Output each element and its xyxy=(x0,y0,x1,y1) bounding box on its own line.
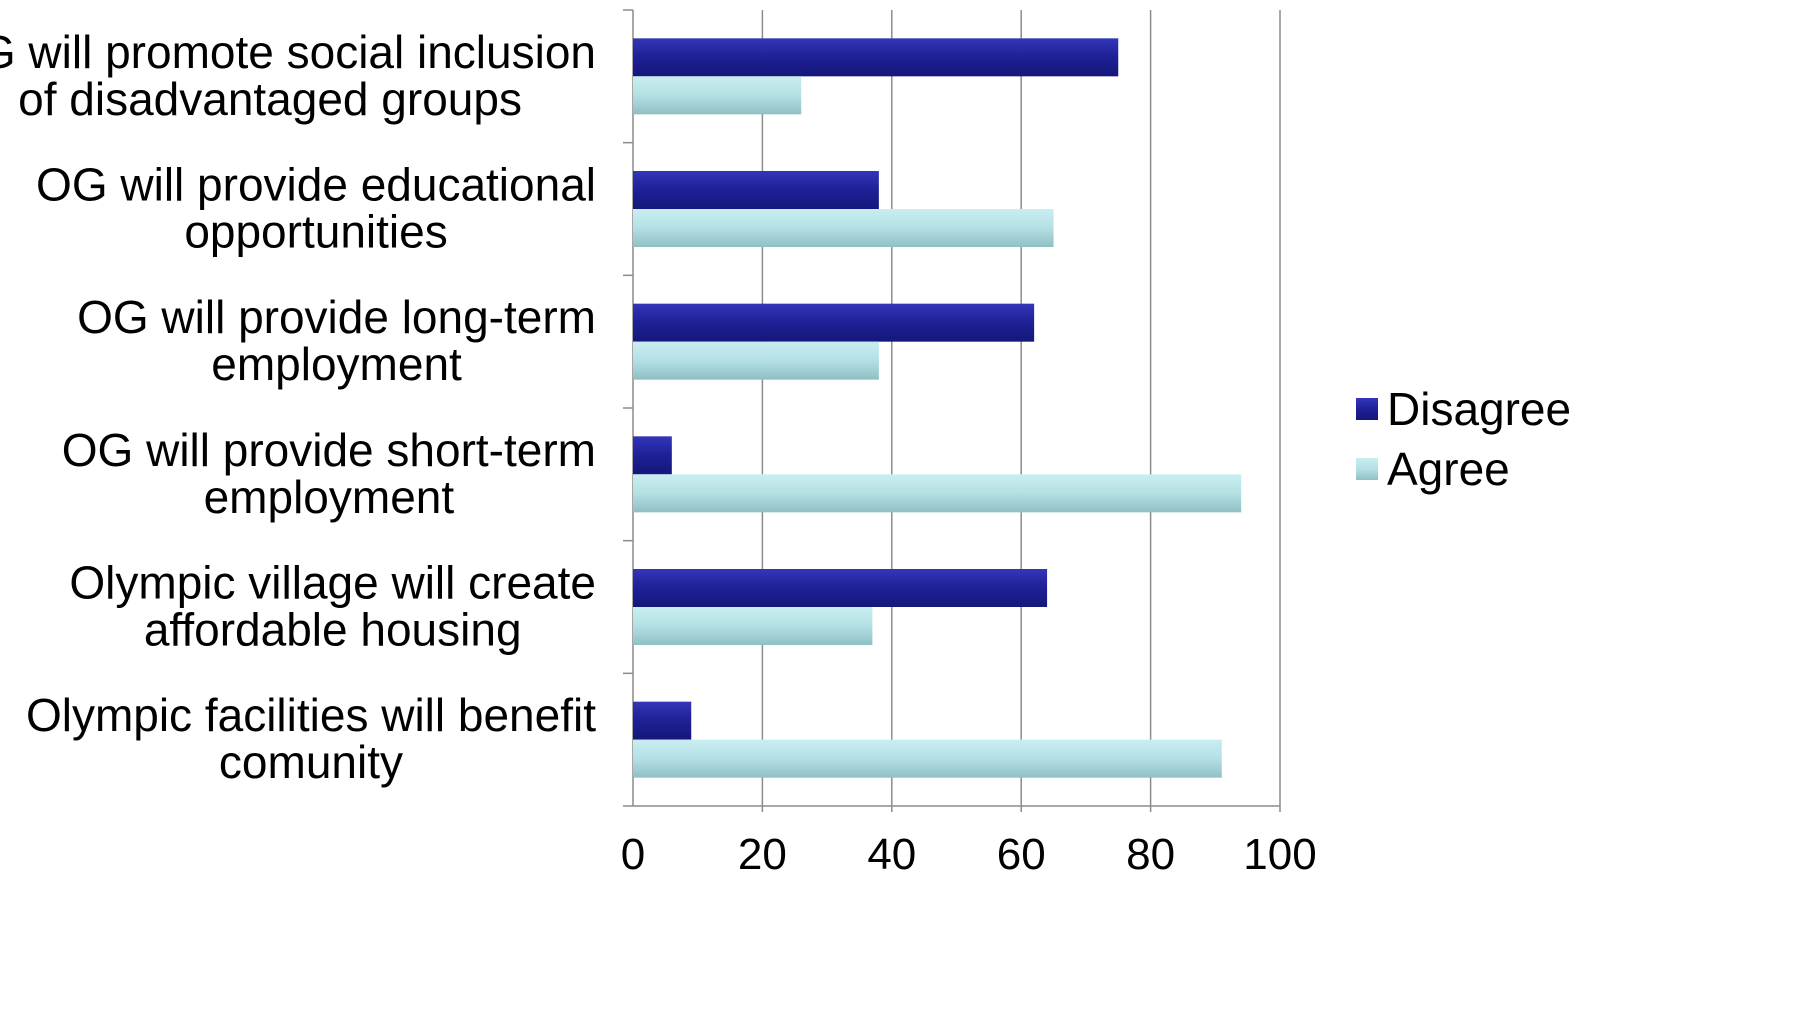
bar-agree xyxy=(633,739,1222,778)
gridlines xyxy=(761,10,1281,812)
category-label-line: OG will provide long-term xyxy=(77,291,596,343)
bar-agree xyxy=(633,209,1054,247)
bar-agree xyxy=(633,607,873,645)
category-label-line: Olympic village will create xyxy=(69,557,596,609)
legend: Disagree Agree xyxy=(1356,383,1571,495)
category-label-line: affordable housing xyxy=(144,604,522,656)
category-label-line: opportunities xyxy=(184,206,447,258)
bar-agree xyxy=(633,76,802,115)
bars xyxy=(633,38,1242,778)
category-label-line: OG will provide educational xyxy=(36,159,596,211)
category-label-line: of disadvantaged groups xyxy=(18,73,522,125)
bar-disagree xyxy=(633,171,879,209)
category-label: Olympic facilities will benefit comunity xyxy=(26,689,596,788)
category-label: OG will provide short-term employment xyxy=(62,424,596,523)
bar-disagree xyxy=(633,436,672,475)
x-tick-label: 60 xyxy=(997,830,1046,879)
category-labels: OG will promote social inclusion of disad… xyxy=(0,26,596,788)
legend-swatch-disagree xyxy=(1356,398,1378,420)
category-label: OG will provide educational opportunities xyxy=(36,159,596,258)
category-label-line: employment xyxy=(211,338,462,390)
category-label: Olympic village will create affordable ho… xyxy=(69,557,596,656)
category-label-line: OG will promote social inclusion xyxy=(0,26,596,78)
legend-swatch-agree xyxy=(1356,458,1378,480)
axes xyxy=(623,9,1280,807)
x-tick-label: 0 xyxy=(621,830,645,879)
x-tick-label: 20 xyxy=(738,830,787,879)
legend-label-disagree: Disagree xyxy=(1387,383,1571,435)
bar-disagree xyxy=(633,38,1119,77)
bar-disagree xyxy=(633,569,1048,607)
category-label: OG will provide long-term employment xyxy=(77,291,596,390)
category-label-line: comunity xyxy=(219,736,403,788)
legend-label-agree: Agree xyxy=(1387,443,1510,495)
bar-agree xyxy=(633,341,879,380)
category-label: OG will promote social inclusion of disad… xyxy=(0,26,596,125)
category-label-line: OG will provide short-term xyxy=(62,424,596,476)
category-label-line: employment xyxy=(204,471,455,523)
x-tick-labels: 0 20 40 60 80 100 xyxy=(621,830,1317,879)
x-tick-label: 80 xyxy=(1126,830,1175,879)
bar-disagree xyxy=(633,303,1035,342)
x-tick-label: 40 xyxy=(867,830,916,879)
x-tick-label: 100 xyxy=(1243,830,1316,879)
bar-agree xyxy=(633,474,1242,513)
category-label-line: Olympic facilities will benefit xyxy=(26,689,596,741)
bar-disagree xyxy=(633,701,692,740)
